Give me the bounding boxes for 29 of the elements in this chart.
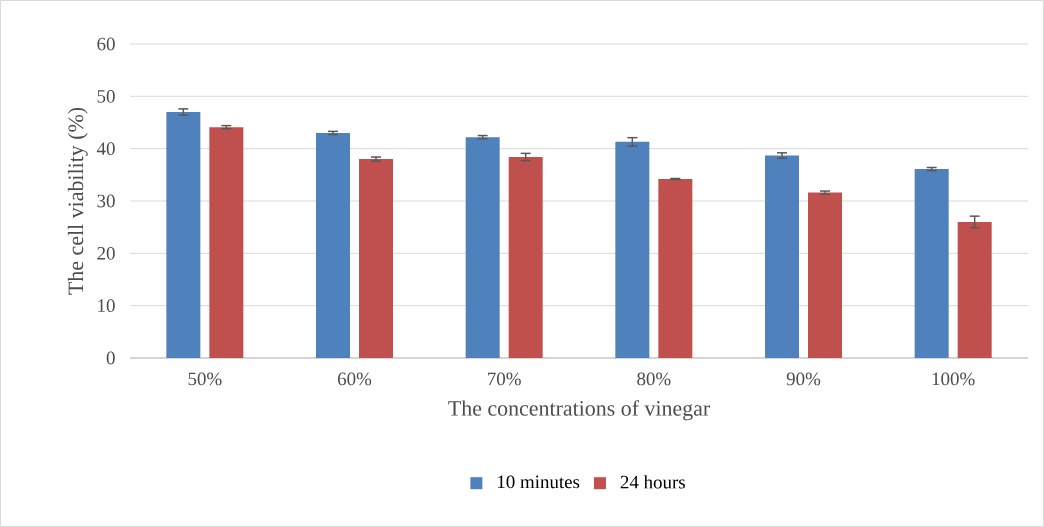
bar bbox=[359, 159, 394, 358]
bar bbox=[209, 127, 244, 358]
y-axis-title: The cell viability (%) bbox=[67, 107, 88, 295]
bar bbox=[914, 169, 949, 358]
y-tick-label: 30 bbox=[97, 194, 115, 208]
legend-label: 10 minutes bbox=[498, 475, 580, 489]
x-axis-title: The concentrations of vinegar bbox=[448, 400, 710, 421]
bar bbox=[658, 179, 693, 358]
x-tick-label: 50% bbox=[188, 372, 222, 386]
y-tick-label: 40 bbox=[96, 142, 115, 156]
bar bbox=[765, 155, 800, 358]
x-tick-label: 60% bbox=[337, 372, 372, 386]
bar bbox=[316, 132, 351, 358]
y-tick-label: 20 bbox=[97, 246, 115, 260]
y-tick-label: 0 bbox=[106, 351, 115, 365]
bar bbox=[808, 192, 843, 358]
legend-label: 24 hours bbox=[620, 475, 685, 489]
x-tick-label: 90% bbox=[786, 372, 821, 386]
x-tick-label: 100% bbox=[932, 372, 975, 386]
x-tick-label: 80% bbox=[637, 372, 671, 386]
bar bbox=[957, 221, 992, 358]
bar bbox=[166, 112, 201, 358]
x-tick-label: 70% bbox=[488, 372, 521, 386]
bar bbox=[508, 157, 543, 358]
y-tick-label: 50 bbox=[97, 89, 115, 103]
y-tick-label: 60 bbox=[97, 37, 115, 51]
bar bbox=[465, 137, 500, 358]
bar bbox=[615, 141, 650, 358]
y-tick-label: 10 bbox=[98, 299, 115, 313]
